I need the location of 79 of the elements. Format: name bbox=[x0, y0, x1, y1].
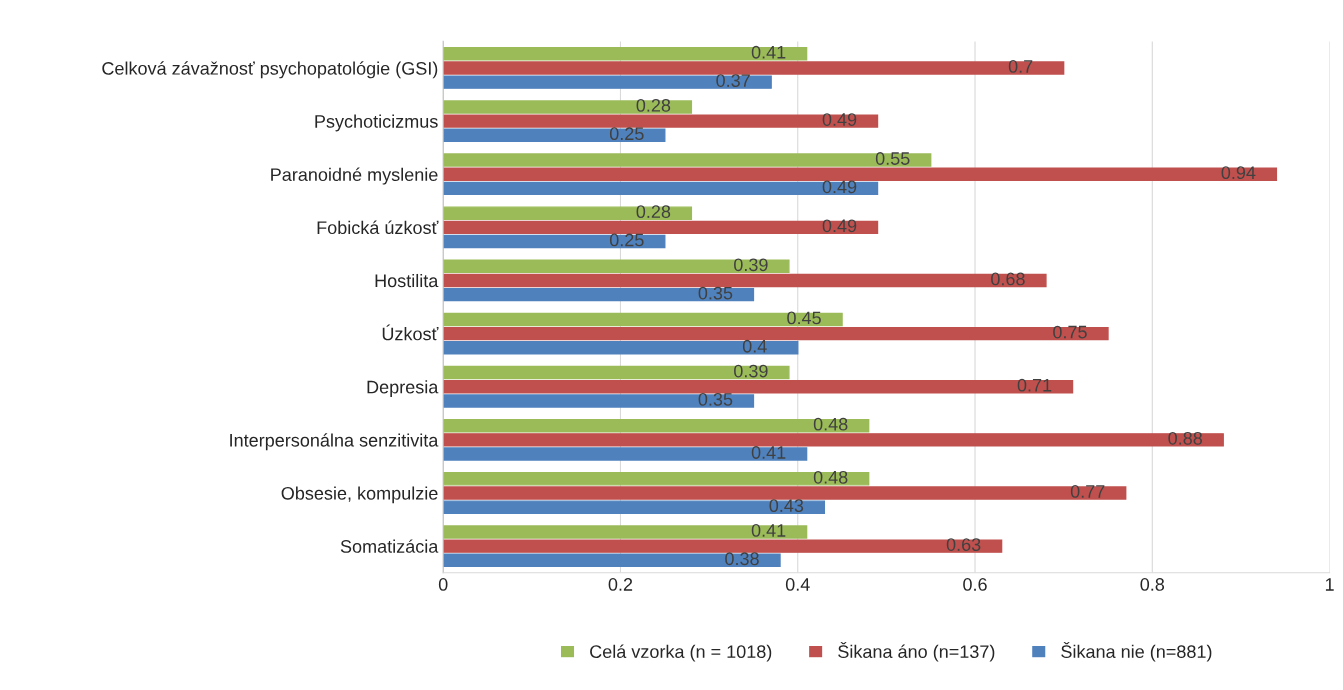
data-label: 0.37 bbox=[716, 74, 750, 87]
x-tick-label: 0.8 bbox=[1140, 578, 1165, 591]
data-label: 0.48 bbox=[813, 470, 848, 484]
y-tick-label: Úzkosť bbox=[382, 324, 439, 341]
data-label: 0.41 bbox=[751, 524, 786, 537]
legend-label: Celá vzorka (n = 1018) bbox=[590, 644, 772, 662]
legend-label: Šikana nie (n=881) bbox=[1061, 642, 1212, 662]
data-label: 0.68 bbox=[991, 272, 1025, 286]
bar bbox=[443, 380, 1074, 394]
data-label: 0.49 bbox=[822, 219, 857, 233]
bar bbox=[443, 312, 843, 327]
data-label: 0.71 bbox=[1017, 378, 1052, 392]
bar bbox=[443, 220, 879, 235]
bar bbox=[443, 47, 808, 61]
bar bbox=[443, 418, 870, 433]
data-label: 0.75 bbox=[1053, 325, 1087, 339]
bar bbox=[443, 259, 790, 274]
bar bbox=[443, 365, 790, 380]
bar bbox=[443, 114, 879, 128]
y-tick-label: Paranoidné myslenie bbox=[271, 167, 438, 185]
data-label: 0.4 bbox=[742, 339, 767, 353]
bar bbox=[443, 394, 755, 408]
y-tick-label: Obsesie, kompulzie bbox=[281, 486, 438, 504]
data-label: 0.41 bbox=[751, 446, 786, 459]
bar bbox=[443, 433, 1224, 447]
bar bbox=[443, 234, 666, 249]
data-label: 0.49 bbox=[822, 113, 857, 126]
data-label: 0.45 bbox=[787, 311, 821, 325]
bar bbox=[443, 287, 755, 302]
data-label: 0.35 bbox=[698, 286, 733, 300]
data-label: 0.39 bbox=[734, 364, 768, 378]
data-label: 0.55 bbox=[875, 152, 910, 165]
x-tick-label: 0.2 bbox=[608, 578, 633, 591]
bar bbox=[443, 61, 1065, 75]
y-tick-label: Celková závažnosť psychopatológie (GSI) bbox=[102, 61, 438, 79]
bar bbox=[443, 128, 666, 142]
data-label: 0.28 bbox=[636, 98, 671, 112]
bar bbox=[443, 326, 1109, 341]
data-label: 0.41 bbox=[751, 45, 786, 59]
data-label: 0.39 bbox=[734, 258, 768, 272]
bar bbox=[443, 341, 799, 355]
data-label: 0.38 bbox=[725, 552, 759, 566]
y-tick-label: Depresia bbox=[367, 380, 439, 398]
y-tick-label: Somatizácia bbox=[340, 539, 439, 553]
y-tick-label: Psychoticizmus bbox=[315, 114, 438, 132]
data-label: 0.25 bbox=[609, 233, 644, 247]
legend-label: Šikana áno (n=137) bbox=[838, 642, 995, 662]
data-label: 0.49 bbox=[822, 180, 857, 194]
data-label: 0.7 bbox=[1008, 60, 1033, 73]
data-label: 0.43 bbox=[769, 499, 804, 513]
data-label: 0.88 bbox=[1168, 431, 1202, 445]
bar bbox=[443, 75, 772, 89]
data-label: 0.35 bbox=[698, 392, 733, 406]
bar bbox=[443, 153, 932, 167]
bar bbox=[443, 206, 693, 220]
bar bbox=[443, 447, 808, 461]
bar bbox=[443, 167, 1278, 181]
x-tick-label: 0 bbox=[438, 578, 448, 591]
x-tick-label: 1 bbox=[1325, 578, 1334, 591]
data-label: 0.77 bbox=[1070, 485, 1105, 498]
data-label: 0.25 bbox=[609, 127, 644, 141]
bar bbox=[443, 539, 1003, 553]
y-tick-label: Interpersonálna senzitivita bbox=[230, 433, 439, 451]
bar bbox=[443, 181, 879, 196]
bar bbox=[443, 500, 826, 514]
y-tick-label: Hostilita bbox=[375, 273, 439, 288]
x-tick-label: 0.4 bbox=[785, 578, 810, 591]
bar bbox=[443, 472, 870, 486]
bar bbox=[443, 486, 1127, 500]
bar bbox=[443, 100, 693, 114]
data-label: 0.94 bbox=[1221, 166, 1256, 180]
bar bbox=[443, 553, 781, 568]
bar bbox=[443, 273, 1047, 288]
data-label: 0.63 bbox=[946, 538, 981, 551]
y-tick-label: Fobická úzkosť bbox=[317, 220, 439, 235]
x-tick-label: 0.6 bbox=[963, 578, 987, 591]
bar bbox=[443, 525, 808, 539]
data-label: 0.48 bbox=[813, 417, 848, 431]
data-label: 0.28 bbox=[636, 205, 671, 219]
